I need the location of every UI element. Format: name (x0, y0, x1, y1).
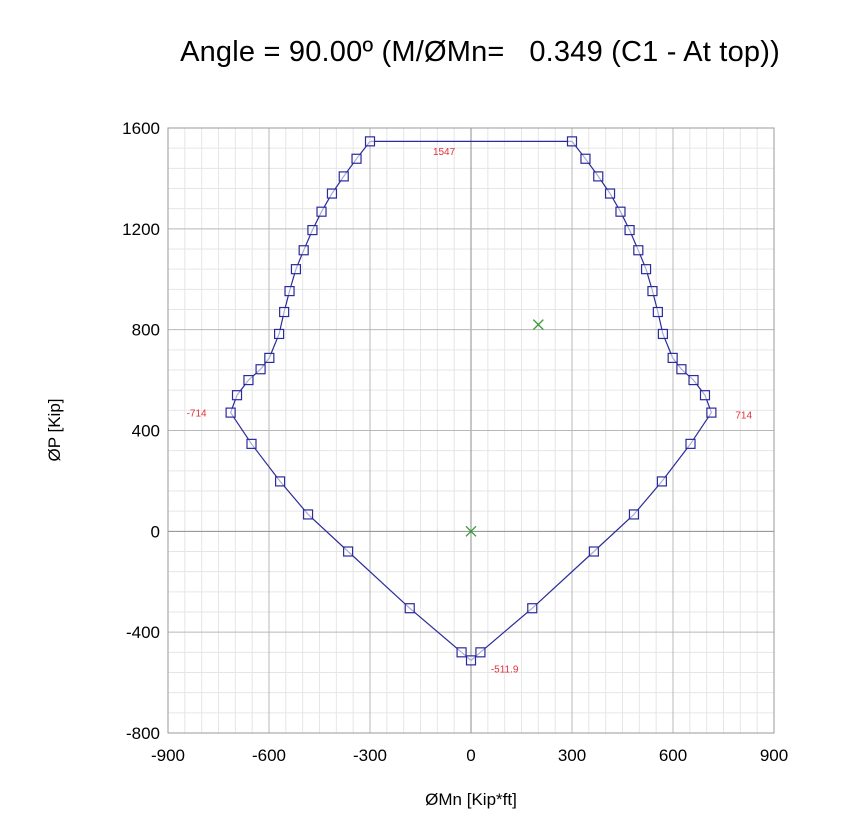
chart-title: Angle = 90.00º (M/ØMn= 0.349 (C1 - At to… (180, 36, 780, 68)
curve-point (656, 476, 667, 487)
x-tick-label: -600 (252, 746, 286, 765)
curve-point (225, 407, 236, 418)
curve-point (338, 171, 349, 182)
curve-markers (225, 136, 717, 666)
y-tick-label: 400 (132, 422, 160, 441)
curve-point (274, 328, 285, 340)
curve-point (604, 188, 616, 199)
y-tick-label: 800 (132, 321, 160, 340)
curve-point (647, 285, 658, 297)
curve-point (231, 390, 243, 401)
curve-point (633, 245, 644, 256)
annotation-label: 714 (735, 410, 752, 421)
x-tick-label: -300 (353, 746, 387, 765)
curve-point (246, 438, 257, 449)
curve-point (255, 364, 266, 375)
curve-point (706, 407, 717, 418)
y-tick-label: -400 (126, 623, 160, 642)
annotation-label: 1547 (433, 147, 456, 158)
curve-point (624, 224, 635, 236)
curve-point (364, 136, 376, 147)
curve-point (699, 390, 711, 401)
x-tick-label: 600 (659, 746, 687, 765)
curve-point (465, 655, 477, 666)
curve-point (264, 352, 275, 363)
curve-point (326, 188, 338, 199)
curve-point (657, 328, 669, 340)
curve-point (676, 364, 687, 375)
curve-point (667, 352, 678, 363)
curve-point (284, 285, 295, 297)
curve-point (566, 136, 578, 147)
plot-frame (167, 127, 775, 734)
curve-point (307, 224, 318, 236)
y-tick-labels: -800 -400 0 400 800 1200 1600 (122, 119, 160, 743)
curve-point (593, 171, 604, 182)
annotation-label: -714 (187, 408, 207, 419)
curve-point (290, 264, 302, 275)
load-point-stroke (465, 525, 477, 537)
y-tick-label: 1600 (122, 119, 160, 138)
curve-point (628, 509, 640, 520)
curve-point (275, 476, 286, 487)
curve-point (588, 546, 599, 557)
load-point (465, 525, 477, 537)
curve-point (615, 206, 626, 217)
load-points (465, 319, 544, 537)
y-tick-label: 0 (151, 522, 160, 541)
curve-point (243, 374, 254, 386)
curve-point (298, 245, 309, 256)
curve-point (404, 603, 415, 614)
curve-point (527, 603, 538, 614)
curve-point (302, 509, 314, 520)
annotation-label: -511.9 (491, 665, 519, 676)
x-tick-label: 300 (558, 746, 586, 765)
annotations: 1547 714 -714 -511.9 (187, 147, 753, 676)
load-point-stroke (532, 319, 544, 331)
load-point (532, 319, 544, 331)
y-axis-label: ØP [Kip] (45, 399, 64, 462)
y-tick-label: -800 (126, 724, 160, 743)
curve-point (640, 264, 652, 275)
curve-point (475, 647, 486, 658)
y-tick-label: 1200 (122, 220, 160, 239)
curve-point (456, 647, 467, 658)
x-tick-label: 900 (760, 746, 788, 765)
curve-point (652, 306, 663, 318)
curve-point (279, 306, 290, 318)
curve-point (580, 153, 591, 164)
x-tick-label: -900 (151, 746, 185, 765)
curve-point (343, 546, 354, 557)
x-tick-label: 0 (466, 746, 475, 765)
grid (167, 127, 775, 734)
curve-point (688, 374, 699, 386)
x-axis-label: ØMn [Kip*ft] (425, 790, 517, 809)
curve-point (351, 153, 362, 164)
x-tick-labels: -900 -600 -300 0 300 600 900 (151, 746, 788, 765)
curve-point (685, 438, 696, 449)
curve-point (316, 206, 327, 217)
